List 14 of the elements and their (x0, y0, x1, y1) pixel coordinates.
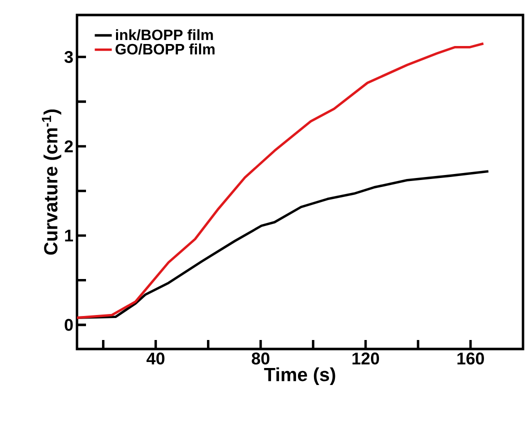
line-series (77, 42, 485, 319)
y-tick-label: 2 (64, 140, 73, 152)
x-tick-label: 160 (457, 352, 484, 365)
y-tick-label: 1 (65, 230, 74, 242)
x-tick-label: 80 (252, 352, 270, 365)
y-tick-label: 3 (64, 50, 73, 63)
y-axis-title: Curvature (cm$^{-1}$) (42, 109, 62, 255)
x-tick-label: 120 (352, 352, 380, 365)
legend-label: GO/BOPP film (116, 44, 215, 55)
y-tick-label: 0 (64, 318, 73, 331)
legend-label: ink/BOPP film (116, 29, 213, 40)
x-axis-title: Time (s) (264, 367, 336, 385)
line-series (77, 170, 490, 319)
x-tick-label: 40 (146, 352, 164, 365)
